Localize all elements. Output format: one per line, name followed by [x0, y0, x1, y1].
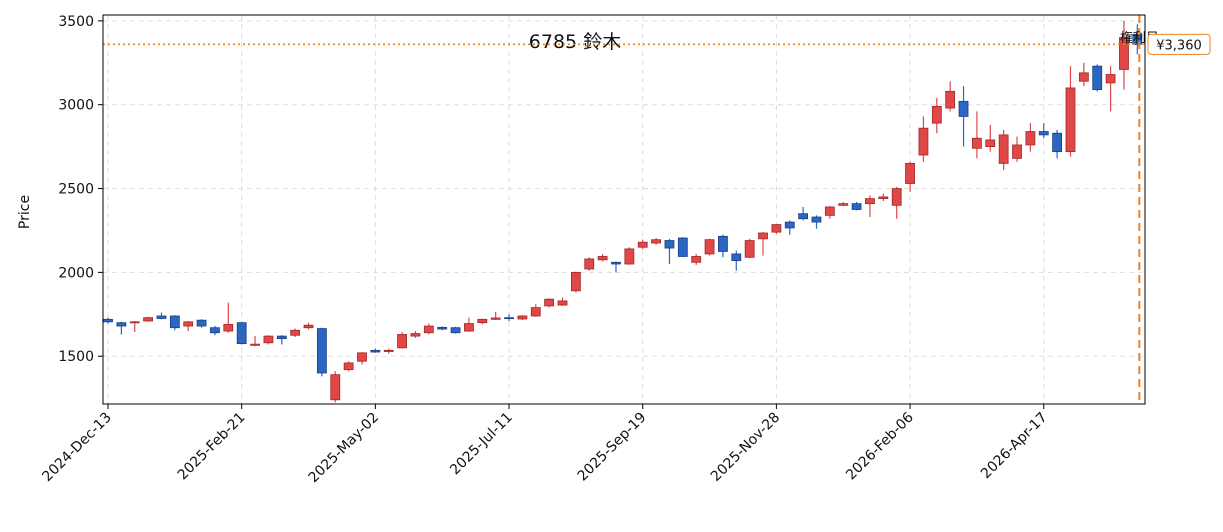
candle-body: [798, 213, 809, 220]
candle-body: [731, 253, 742, 262]
candle-body: [611, 261, 621, 265]
candle-body: [557, 300, 568, 306]
candle-body: [824, 206, 835, 216]
candle-body: [504, 317, 514, 320]
candle-body: [664, 240, 675, 249]
candle-body: [771, 224, 782, 233]
candle-body: [985, 139, 996, 148]
candle-body: [343, 362, 354, 371]
candle-body: [1025, 131, 1036, 146]
candle-body: [584, 258, 595, 270]
price-label: ¥3,360: [1156, 38, 1202, 53]
candle-body: [250, 343, 260, 346]
candle-body: [1092, 65, 1103, 91]
candle-body: [383, 349, 394, 352]
candle-body: [597, 256, 608, 261]
candle-body: [450, 327, 461, 334]
candle-body: [423, 325, 434, 334]
candle-body: [931, 105, 942, 124]
candle-body: [410, 333, 421, 337]
x-tick-label: 2025-Sep-19: [575, 410, 650, 485]
price-label-box: [1147, 33, 1211, 55]
plot-frame: [102, 14, 1146, 405]
candle-body: [998, 134, 1009, 164]
candle-body: [196, 319, 207, 327]
candle-body: [490, 317, 501, 320]
x-tick-label: 2026-Apr-17: [978, 410, 1051, 483]
candle-body: [129, 321, 140, 324]
candle-body: [236, 322, 247, 345]
candle-body: [1105, 74, 1116, 84]
candle-body: [1119, 37, 1129, 70]
candle-body: [972, 137, 982, 149]
candle-body: [905, 162, 915, 184]
y-tick-label: 3500: [58, 14, 94, 30]
x-tick-label: 2025-Nov-28: [708, 410, 783, 485]
candle-body: [651, 239, 661, 244]
candle-body: [210, 327, 220, 334]
y-tick-label: 2000: [58, 265, 94, 281]
candle-body: [330, 374, 341, 401]
candle-body: [169, 315, 180, 329]
candle-body: [303, 324, 314, 329]
candle-body: [865, 198, 875, 205]
candle-body: [878, 196, 889, 200]
candle-body: [918, 127, 929, 156]
candle-body: [437, 326, 448, 330]
candle-body: [263, 335, 274, 344]
candle-body: [1052, 132, 1063, 153]
candle-body: [223, 323, 234, 332]
candle-body: [784, 221, 795, 229]
candle-body: [891, 188, 902, 206]
candle-body: [477, 318, 488, 324]
y-tick-label: 3000: [58, 98, 94, 114]
candle-body: [958, 100, 969, 117]
candle-body: [945, 90, 956, 109]
candle-body: [530, 307, 541, 317]
x-tick-label: 2025-Jul-11: [447, 410, 516, 479]
y-axis-label: Price: [17, 195, 33, 229]
candle-body: [1038, 131, 1049, 136]
candle-body: [811, 216, 822, 223]
y-tick-label: 2500: [58, 182, 94, 198]
candle-body: [1078, 72, 1089, 82]
candle-body: [1065, 87, 1076, 153]
candle-body: [156, 315, 167, 319]
candle-body: [397, 334, 407, 349]
candle-body: [464, 323, 474, 332]
candle-body: [718, 235, 728, 252]
candle-body: [103, 318, 113, 323]
candle-body: [357, 352, 367, 362]
candle-body: [544, 298, 555, 307]
candle-body: [116, 322, 127, 327]
candle-body: [183, 321, 194, 327]
candle-body: [677, 237, 688, 257]
candle-body: [517, 315, 528, 320]
candle-body: [370, 349, 381, 353]
x-tick-label: 2026-Feb-06: [843, 409, 917, 483]
candle-body: [691, 256, 702, 263]
candle-body: [637, 241, 648, 248]
candle-body: [851, 203, 862, 210]
candle-body: [570, 271, 581, 292]
chart-title: 6785 鈴木: [529, 31, 621, 53]
candle-body: [290, 329, 301, 336]
candle-body: [704, 239, 715, 255]
y-tick-label: 1500: [58, 349, 94, 365]
candle-body: [143, 317, 154, 322]
x-tick-label: 2025-May-02: [306, 410, 383, 487]
x-tick-label: 2025-Feb-21: [175, 410, 249, 484]
candle-body: [744, 240, 755, 258]
candle-body: [316, 328, 327, 374]
candle-body: [838, 203, 849, 206]
candle-body: [1132, 33, 1143, 45]
x-tick-label: 2024-Dec-13: [39, 410, 114, 485]
candle-body: [624, 248, 635, 265]
candle-body: [1012, 144, 1022, 159]
candle-body: [276, 335, 287, 340]
candle-body: [758, 232, 768, 240]
